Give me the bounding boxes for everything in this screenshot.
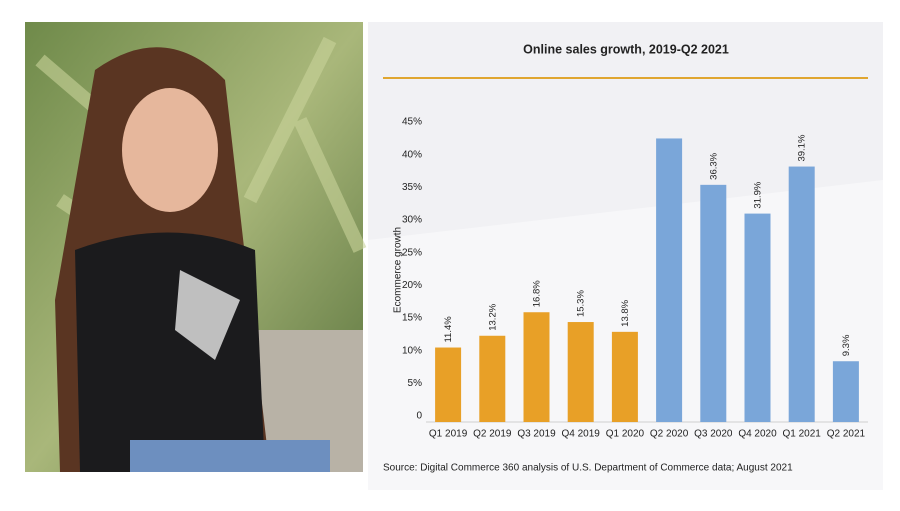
- bar: [744, 213, 771, 422]
- value-label: 9.3%: [841, 334, 852, 356]
- bar: [567, 322, 594, 422]
- value-label: 31.9%: [753, 181, 764, 208]
- source-note: Source: Digital Commerce 360 analysis of…: [383, 463, 793, 474]
- x-tick-label: Q3 2019: [517, 429, 556, 440]
- photo: [25, 22, 367, 472]
- y-tick-label: 0: [416, 411, 422, 422]
- value-label: 15.3%: [576, 290, 587, 317]
- y-axis-label: Ecommerce growth: [393, 227, 404, 313]
- x-tick-label: Q2 2021: [827, 429, 866, 440]
- value-label: 11.4%: [443, 316, 454, 343]
- y-tick-label: 10%: [402, 345, 422, 356]
- value-label: 13.2%: [487, 303, 498, 330]
- bar: [479, 335, 506, 422]
- x-tick-label: Q1 2020: [606, 429, 645, 440]
- y-tick-label: 5%: [408, 378, 423, 389]
- x-tick-label: Q4 2019: [562, 429, 601, 440]
- bar: [832, 361, 859, 422]
- y-tick-label: 30%: [402, 215, 422, 226]
- bar: [656, 138, 683, 422]
- bar: [435, 347, 462, 422]
- bar: [700, 184, 727, 422]
- value-label: 13.8%: [620, 299, 631, 326]
- value-label: 36.3%: [708, 152, 719, 179]
- x-tick-label: Q4 2020: [738, 429, 777, 440]
- y-tick-label: 15%: [402, 313, 422, 324]
- x-tick-label: Q3 2020: [694, 429, 733, 440]
- x-tick-label: Q2 2020: [650, 429, 689, 440]
- y-tick-label: 35%: [402, 182, 422, 193]
- x-tick-label: Q2 2019: [473, 429, 512, 440]
- bar: [611, 331, 638, 422]
- y-tick-label: 20%: [402, 280, 422, 291]
- x-tick-label: Q1 2021: [783, 429, 822, 440]
- bar: [788, 166, 815, 422]
- x-tick-label: Q1 2019: [429, 429, 468, 440]
- y-tick-label: 25%: [402, 247, 422, 258]
- chart-title: Online sales growth, 2019-Q2 2021: [523, 42, 729, 56]
- y-tick-label: 40%: [402, 149, 422, 160]
- bar: [523, 312, 550, 422]
- y-tick-label: 45%: [402, 117, 422, 128]
- value-label: 16.8%: [532, 280, 543, 307]
- value-label: 39.1%: [797, 134, 808, 161]
